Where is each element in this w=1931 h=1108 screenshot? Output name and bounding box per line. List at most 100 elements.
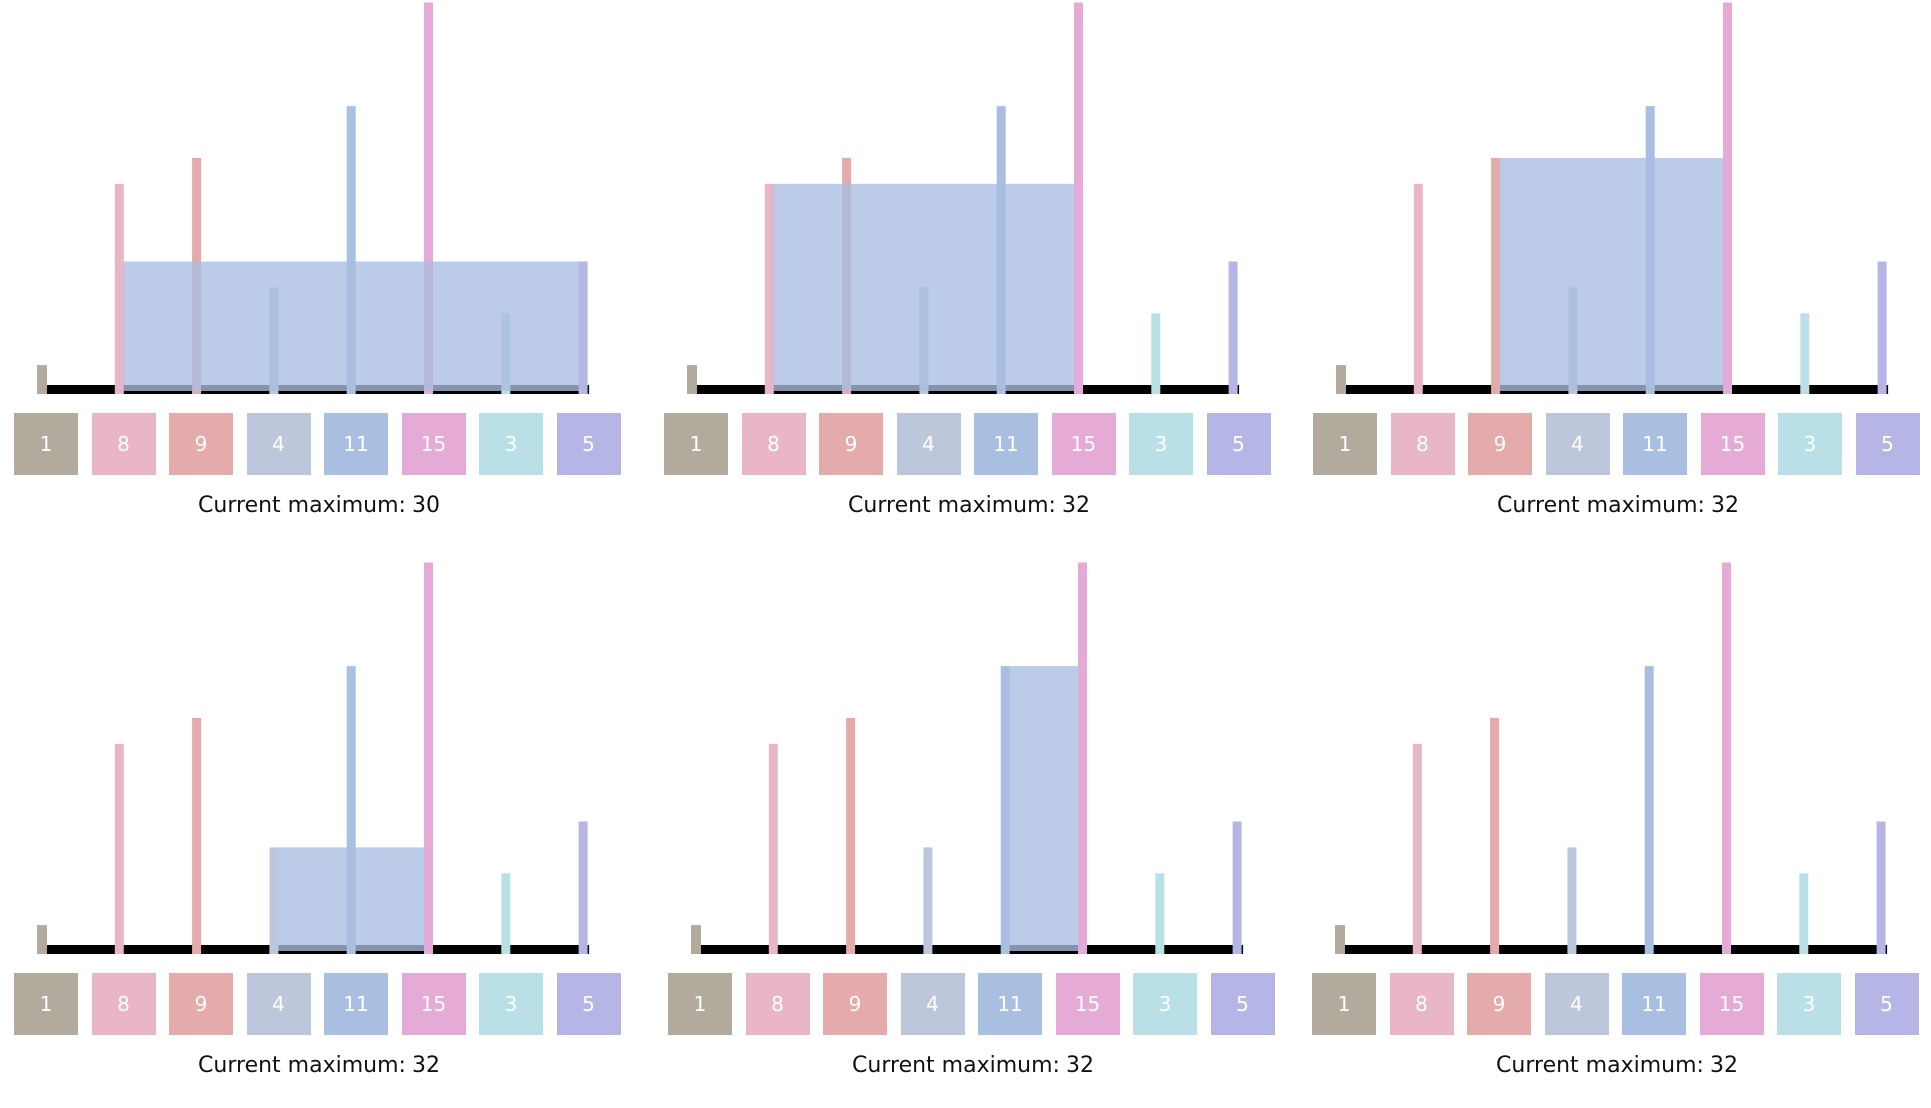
value-cell: 5 xyxy=(556,973,621,1035)
step-panel: 1 8 9 4 11 15 3 5 Current maximum: 32 xyxy=(668,562,1308,1108)
value-cell: 9 xyxy=(819,413,883,475)
value-cell: 8 xyxy=(1390,413,1455,475)
height-line xyxy=(269,847,279,954)
lines-plot xyxy=(1336,2,1889,394)
value-cell: 3 xyxy=(1778,413,1842,475)
value-cell: 4 xyxy=(246,413,311,475)
value-cell: 11 xyxy=(978,973,1042,1035)
height-line xyxy=(346,666,356,954)
height-line xyxy=(691,925,701,954)
height-line xyxy=(1228,261,1238,394)
value-cell: 3 xyxy=(479,413,543,475)
height-line xyxy=(578,821,588,954)
value-cell: 4 xyxy=(246,973,311,1035)
value-cell: 1 xyxy=(664,413,728,475)
value-cell: 15 xyxy=(1055,973,1120,1035)
height-line xyxy=(1413,183,1423,394)
height-line xyxy=(1074,2,1083,394)
container-area xyxy=(123,261,580,391)
value-cell: 5 xyxy=(1210,973,1275,1035)
value-cell: 9 xyxy=(1467,973,1531,1035)
baseline xyxy=(1340,945,1888,954)
height-line xyxy=(1155,873,1165,954)
caption-label: Current maximum: xyxy=(848,493,1056,518)
value-cell: 11 xyxy=(974,413,1038,475)
lines-plot xyxy=(37,2,590,394)
height-line xyxy=(1876,821,1886,954)
height-line xyxy=(1800,313,1810,394)
value-cell: 15 xyxy=(1699,973,1764,1035)
container-area xyxy=(773,183,1075,391)
height-line xyxy=(1877,261,1887,394)
height-line xyxy=(37,365,47,394)
value-cell: 3 xyxy=(1133,973,1197,1035)
lines-plot xyxy=(1335,562,1888,954)
height-line xyxy=(1491,157,1501,394)
height-line xyxy=(1335,925,1345,954)
caption-value: 30 xyxy=(411,493,440,518)
caption-label: Current maximum: xyxy=(1496,1053,1704,1078)
lines-plot xyxy=(691,562,1244,954)
value-cell: 5 xyxy=(1854,973,1919,1035)
step-panel: 1 8 9 4 11 15 3 5 Current maximum: 32 xyxy=(1312,562,1931,1108)
height-line xyxy=(1000,666,1010,954)
height-line xyxy=(1078,562,1087,954)
height-line xyxy=(424,562,433,954)
value-cell: 3 xyxy=(1777,973,1841,1035)
caption-label: Current maximum: xyxy=(198,493,406,518)
height-line xyxy=(846,717,856,954)
current-maximum-caption: Current maximum: 32 xyxy=(198,1053,440,1078)
value-cell: 8 xyxy=(1389,973,1454,1035)
container-area xyxy=(1009,666,1079,951)
step-panel: 1 8 9 4 11 15 3 5 Current maximum: 32 xyxy=(664,2,1304,548)
value-cell: 1 xyxy=(668,973,732,1035)
height-line xyxy=(114,743,124,954)
height-line xyxy=(1723,2,1732,394)
caption-value: 32 xyxy=(1710,493,1739,518)
current-maximum-caption: Current maximum: 32 xyxy=(1497,493,1739,518)
value-cell: 5 xyxy=(1206,413,1271,475)
value-cell: 8 xyxy=(91,413,156,475)
value-cell: 8 xyxy=(741,413,806,475)
current-maximum-caption: Current maximum: 32 xyxy=(848,493,1090,518)
height-line xyxy=(114,183,124,394)
value-cell: 1 xyxy=(14,973,78,1035)
value-cell: 5 xyxy=(556,413,621,475)
height-line xyxy=(424,2,433,394)
caption-value: 32 xyxy=(1065,1053,1094,1078)
value-cell: 9 xyxy=(1468,413,1532,475)
value-cell: 9 xyxy=(823,973,887,1035)
step-panel: 1 8 9 4 11 15 3 5 Current maximum: 32 xyxy=(1313,2,1931,548)
step-panel: 1 8 9 4 11 15 3 5 Current maximum: 32 xyxy=(14,562,654,1108)
value-cell: 1 xyxy=(1312,973,1376,1035)
value-cell: 1 xyxy=(1313,413,1377,475)
value-cell: 8 xyxy=(91,973,156,1035)
caption-label: Current maximum: xyxy=(1497,493,1705,518)
height-line xyxy=(1232,821,1242,954)
value-cell: 4 xyxy=(1545,413,1610,475)
current-maximum-caption: Current maximum: 32 xyxy=(1496,1053,1738,1078)
step-panel: 1 8 9 4 11 15 3 5 Current maximum: 30 xyxy=(14,2,654,548)
height-line xyxy=(1412,743,1422,954)
height-line xyxy=(1151,313,1161,394)
current-maximum-caption: Current maximum: 32 xyxy=(852,1053,1094,1078)
value-cell: 11 xyxy=(1622,973,1686,1035)
value-cell: 15 xyxy=(401,973,466,1035)
baseline xyxy=(696,945,1244,954)
caption-value: 32 xyxy=(1709,1053,1738,1078)
value-cell: 15 xyxy=(1700,413,1765,475)
height-line xyxy=(687,365,697,394)
height-line xyxy=(1336,365,1346,394)
height-line xyxy=(37,925,47,954)
lines-plot xyxy=(37,562,590,954)
caption-value: 32 xyxy=(1061,493,1090,518)
value-cell: 9 xyxy=(169,973,233,1035)
height-line xyxy=(764,183,774,394)
value-cell: 11 xyxy=(324,973,388,1035)
value-cell: 11 xyxy=(1623,413,1687,475)
value-cell: 4 xyxy=(896,413,961,475)
value-cell: 1 xyxy=(14,413,78,475)
value-cell: 4 xyxy=(900,973,965,1035)
value-cell: 4 xyxy=(1544,973,1609,1035)
